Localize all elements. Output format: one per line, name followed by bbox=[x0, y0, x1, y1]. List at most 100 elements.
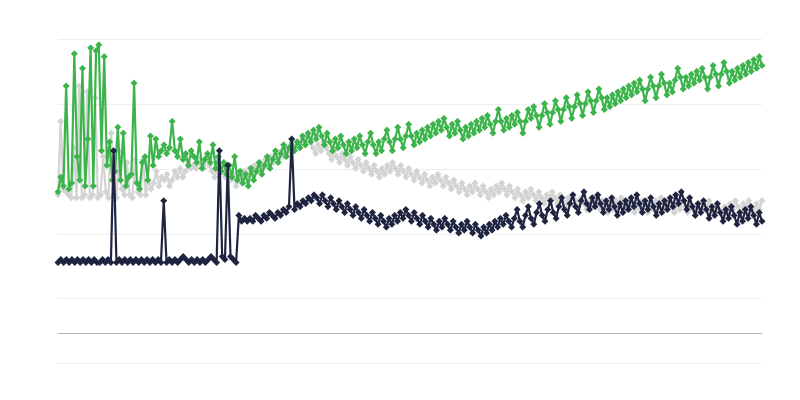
series-green-marker bbox=[532, 111, 540, 119]
series-green-marker bbox=[473, 117, 481, 125]
series-green-marker bbox=[709, 61, 717, 69]
series-green-marker bbox=[155, 153, 163, 161]
series-green-marker bbox=[331, 135, 339, 143]
series-green-marker bbox=[252, 167, 260, 175]
series-green-marker bbox=[674, 64, 682, 72]
series-green-marker bbox=[329, 147, 337, 155]
series-green-marker bbox=[323, 129, 331, 137]
series-navy-marker bbox=[697, 208, 705, 216]
series-green-marker bbox=[454, 117, 462, 125]
series-green-marker bbox=[513, 109, 521, 116]
series-gray-marker bbox=[421, 170, 429, 178]
series-green-marker bbox=[318, 132, 326, 140]
series-navy-marker bbox=[407, 217, 415, 225]
series-gray-marker bbox=[367, 170, 375, 178]
series-green-marker bbox=[734, 64, 742, 72]
series-green-marker bbox=[655, 82, 663, 90]
series-green-marker bbox=[386, 138, 394, 146]
series-gray-marker bbox=[309, 144, 317, 152]
series-green-marker bbox=[144, 176, 152, 184]
series-green-marker bbox=[266, 164, 274, 172]
series-green-marker bbox=[76, 176, 84, 184]
series-navy-marker bbox=[346, 206, 354, 214]
series-green-marker bbox=[89, 182, 97, 190]
series-gray-marker bbox=[445, 179, 453, 187]
series-green-marker bbox=[530, 103, 538, 111]
series-green-marker bbox=[685, 82, 693, 90]
series-navy-marker bbox=[366, 217, 374, 225]
series-navy-marker bbox=[371, 214, 379, 222]
series-navy-marker bbox=[636, 200, 644, 208]
series-gray-marker bbox=[519, 197, 527, 205]
series-navy-marker bbox=[744, 214, 752, 222]
series-navy-marker bbox=[291, 206, 299, 214]
series-gray-marker bbox=[97, 191, 105, 199]
series-gray-marker bbox=[758, 197, 766, 205]
series-gray-marker bbox=[360, 167, 368, 175]
series-green-marker bbox=[350, 135, 358, 143]
series-gray-marker bbox=[362, 158, 370, 166]
series-gray-marker bbox=[163, 170, 171, 178]
series-green-marker bbox=[388, 147, 396, 155]
series-navy-marker bbox=[107, 258, 115, 266]
series-green-marker bbox=[549, 109, 557, 116]
series-navy-marker bbox=[213, 258, 221, 266]
series-navy-marker bbox=[380, 217, 388, 225]
series-navy-marker bbox=[355, 208, 363, 216]
series-navy-marker bbox=[313, 194, 321, 202]
series-green-marker bbox=[242, 170, 250, 178]
series-gray-marker bbox=[548, 188, 556, 196]
series-navy-marker bbox=[388, 220, 396, 228]
series-gray-marker bbox=[89, 191, 97, 199]
series-navy-marker bbox=[377, 211, 385, 219]
series-navy-marker bbox=[360, 206, 368, 214]
series-green-marker bbox=[337, 132, 345, 140]
series-gray-marker bbox=[171, 167, 179, 175]
series-navy-marker bbox=[457, 220, 465, 228]
series-green-marker bbox=[65, 185, 73, 193]
series-green-marker bbox=[356, 132, 364, 140]
series-navy-marker bbox=[341, 208, 349, 216]
series-green-marker bbox=[508, 111, 516, 119]
series-green-marker bbox=[581, 100, 589, 108]
series-green-marker bbox=[598, 94, 606, 102]
series-navy-marker bbox=[157, 258, 165, 266]
series-green-marker bbox=[421, 135, 429, 143]
series-gray-marker bbox=[378, 164, 386, 172]
series-gray-marker bbox=[118, 185, 126, 193]
series-green-marker bbox=[478, 114, 486, 122]
series-green-marker bbox=[380, 135, 388, 143]
series-gray-marker bbox=[535, 188, 543, 196]
series-navy-marker bbox=[257, 217, 265, 225]
series-navy-marker bbox=[722, 206, 730, 214]
series-green-marker bbox=[212, 164, 220, 172]
series-green-marker bbox=[535, 123, 543, 131]
series-navy-marker bbox=[686, 194, 694, 202]
series-navy-marker bbox=[605, 206, 613, 214]
series-gray-marker bbox=[336, 158, 344, 166]
series-green-marker bbox=[364, 138, 372, 146]
series-navy-marker bbox=[329, 200, 337, 208]
series-gray-marker bbox=[479, 182, 487, 190]
series-green-marker bbox=[405, 120, 413, 128]
series-green-marker bbox=[54, 188, 62, 196]
series-green-marker bbox=[361, 150, 369, 158]
series-navy-marker bbox=[160, 197, 168, 205]
series-green-marker bbox=[198, 164, 206, 172]
series-green-marker bbox=[739, 61, 747, 69]
series-gray-marker bbox=[338, 150, 346, 158]
series-navy-marker bbox=[661, 197, 669, 205]
series-navy-marker bbox=[524, 203, 532, 211]
series-green-marker bbox=[141, 153, 149, 161]
series-green-marker bbox=[758, 61, 766, 69]
series-green-marker bbox=[231, 153, 239, 161]
series-gray-marker bbox=[527, 185, 535, 193]
series-green-marker bbox=[334, 144, 342, 152]
series-green-marker bbox=[84, 135, 92, 143]
series-green-marker bbox=[209, 141, 217, 149]
series-gray-marker bbox=[423, 176, 431, 184]
series-green-marker bbox=[103, 161, 111, 169]
series-navy-marker bbox=[513, 206, 521, 214]
series-navy-marker bbox=[702, 206, 710, 214]
series-navy-marker bbox=[572, 203, 580, 211]
